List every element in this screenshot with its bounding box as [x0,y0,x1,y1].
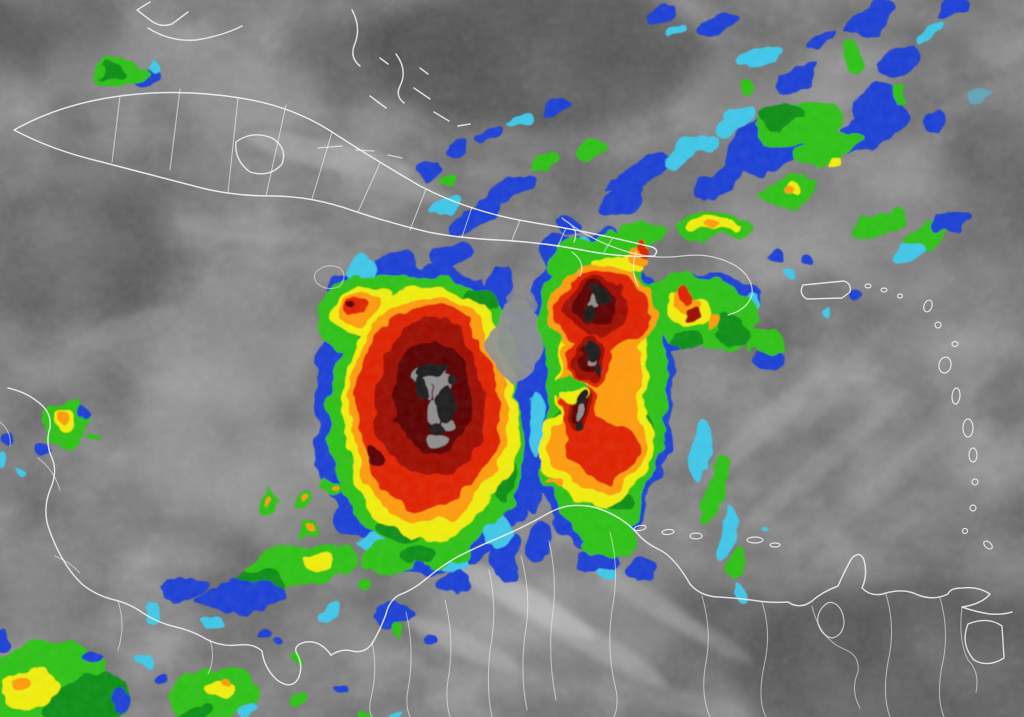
sa-border-7-outline [609,531,618,717]
sa-border-2-outline [405,611,412,717]
puerto-rico-outline [800,280,852,300]
cuba-province-borders-outline [111,88,613,253]
cuba-south-cays-outline [317,145,403,159]
sa-border-10-outline [811,605,861,709]
st-vincent-outline [971,478,979,486]
dominica-outline [951,387,961,405]
leeward-island-outline [923,299,933,313]
los-roques-outline [746,536,764,544]
sa-border-5-outline [520,555,529,711]
trinidad-outline [964,619,1005,665]
la-orchila-outline [769,542,781,548]
sa-border-3-outline [444,599,452,717]
sa-border-1-outline [369,641,376,717]
sa-border-4-outline [487,569,495,717]
grenada-outline [961,527,969,535]
south-america-coast-outline [330,504,1013,656]
sa-border-11-outline [884,593,893,717]
virgin-islands-outline [880,287,888,293]
central-america-coast-outline [7,387,332,686]
leeward-island-outline [951,340,959,348]
central-america-borders-outline [0,421,214,675]
sa-border-8-outline [701,595,711,717]
leeward-island-outline [934,321,942,329]
st-lucia-outline [968,447,978,463]
virgin-islands-outline [864,283,872,289]
isla-de-la-juventud-outline [235,134,285,175]
sa-border-12-outline [938,597,947,717]
sa-border-13-outline [960,606,978,693]
hispaniola-partial-outline [561,217,753,316]
grenadines-outline [969,504,977,512]
tobago-outline [983,540,993,550]
florida-tip-and-keys-outline [136,1,243,41]
sa-border-9-outline [760,601,769,717]
cayman-outline-outline [313,265,345,290]
martinique-outline [962,418,974,438]
sa-border-6-outline [548,540,557,701]
bahamas-outline [351,9,471,127]
curacao-outline [661,528,675,536]
leeward-island-outline [896,293,904,299]
aruba-outline [633,524,647,532]
bonaire-outline [689,532,703,540]
guadeloupe-outline [938,356,952,374]
